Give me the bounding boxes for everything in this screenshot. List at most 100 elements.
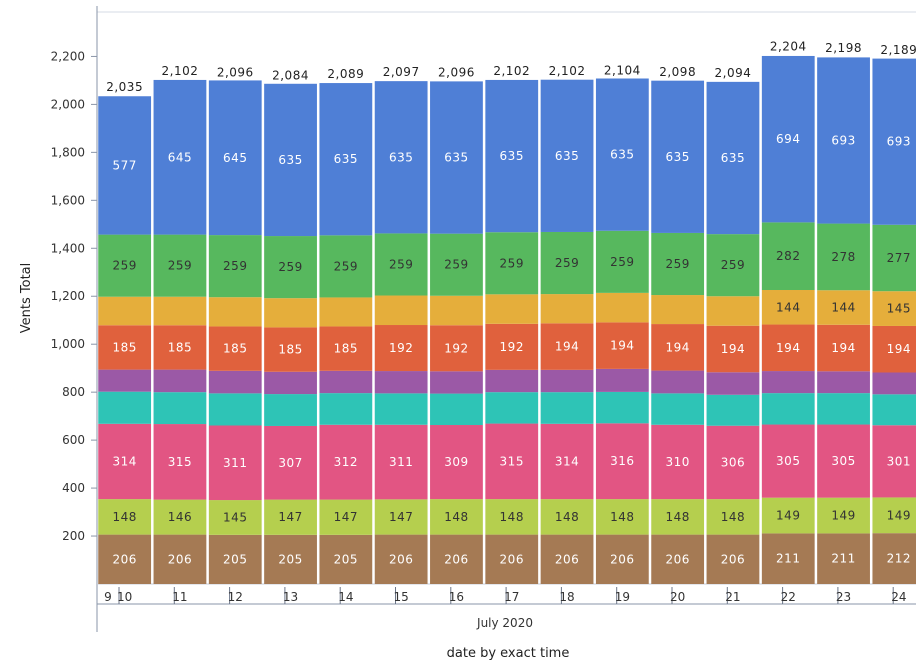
segment-value-label: 206 [665, 552, 689, 566]
bar-segment [761, 290, 815, 325]
segment-value-label: 212 [887, 552, 911, 566]
bar-segment [872, 533, 916, 584]
segment-value-label: 206 [444, 552, 468, 566]
bars-group: 206 148 314 185 259 577 206 146 315 185 259 645 205 1… [98, 55, 916, 584]
bar-segment [817, 57, 870, 224]
segment-value-label: 147 [389, 510, 413, 524]
bar-segment [264, 83, 317, 237]
segment-value-label: 185 [223, 342, 247, 356]
segment-value-label: 205 [278, 552, 302, 566]
segment-value-label: 635 [610, 148, 634, 162]
segment-value-label: 148 [721, 510, 745, 524]
bar-total-label: 2,102 [549, 64, 586, 78]
segment-value-label: 259 [223, 259, 247, 273]
segment-value-label: 185 [334, 342, 358, 356]
bar-segment [98, 499, 152, 535]
bar-segment [430, 371, 483, 394]
bar-segment [817, 223, 870, 291]
bar-segment [153, 369, 207, 393]
bar-segment [651, 393, 705, 425]
bar-segment [153, 534, 207, 584]
bar-segment [595, 499, 649, 535]
bar-segment [319, 424, 373, 500]
x-axis-month-label: July 2020 [476, 616, 533, 630]
bar-segment [872, 394, 916, 426]
segment-value-label: 192 [389, 341, 413, 355]
bar-segment [817, 393, 870, 425]
segment-value-label: 259 [278, 260, 302, 274]
segment-value-label: 145 [887, 302, 911, 316]
bar-segment [319, 235, 373, 298]
y-tick-label: 2,200 [51, 49, 85, 63]
bar-segment [98, 96, 152, 235]
bar-segment [319, 499, 373, 535]
bar-segment [264, 425, 317, 500]
segment-value-label: 635 [721, 151, 745, 165]
segment-value-label: 316 [610, 454, 634, 468]
segment-value-label: 194 [610, 339, 634, 353]
segment-value-label: 311 [389, 455, 413, 469]
bar-segment [319, 370, 373, 394]
bar-segment [208, 297, 262, 327]
bar-segment [761, 393, 815, 425]
bar-segment [651, 424, 705, 500]
bar-segment [706, 296, 760, 326]
segment-value-label: 206 [168, 552, 192, 566]
segment-value-label: 149 [776, 509, 800, 523]
bar-segment [540, 499, 594, 535]
y-tick-label: 1,000 [51, 337, 85, 351]
bar-segment [374, 325, 428, 372]
bar-column: 206 148 316 194 259 635 [595, 78, 649, 584]
y-axis-title: Vents Total [19, 263, 34, 333]
bar-segment [485, 294, 539, 324]
bar-segment [208, 80, 262, 236]
segment-value-label: 206 [112, 552, 136, 566]
x-tick-label: 15 [394, 590, 409, 604]
x-tick-label: 11 [172, 590, 187, 604]
bar-segment [540, 294, 594, 324]
bar-segment [374, 371, 428, 394]
segment-value-label: 194 [887, 342, 911, 356]
bar-segment [153, 392, 207, 425]
segment-value-label: 206 [389, 552, 413, 566]
segment-value-label: 149 [831, 509, 855, 523]
bar-segment [540, 231, 594, 295]
bar-segment [319, 393, 373, 425]
segment-value-label: 206 [610, 552, 634, 566]
bar-segment [761, 533, 815, 584]
x-tick-label: 16 [449, 590, 464, 604]
bar-column: 206 148 315 192 259 635 [485, 79, 539, 584]
bar-segment [98, 369, 152, 392]
segment-value-label: 211 [776, 552, 800, 566]
bar-segment [208, 534, 262, 584]
bar-segment [595, 322, 649, 369]
segment-value-label: 211 [831, 552, 855, 566]
bar-segment [540, 392, 594, 424]
bar-segment [706, 234, 760, 297]
segment-value-label: 693 [831, 133, 855, 147]
y-tick-label: 600 [62, 433, 85, 447]
bar-segment [540, 369, 594, 393]
segment-value-label: 311 [223, 456, 247, 470]
bar-segment [153, 234, 207, 297]
bar-segment [208, 235, 262, 298]
bar-column: 206 147 311 192 259 635 [374, 81, 428, 584]
segment-value-label: 206 [721, 552, 745, 566]
bar-segment [264, 394, 317, 426]
y-tick-label: 1,200 [51, 289, 85, 303]
segment-value-label: 301 [887, 454, 911, 468]
segment-value-label: 310 [665, 455, 689, 469]
bar-column: 205 145 311 185 259 645 [208, 80, 262, 584]
segment-value-label: 149 [887, 508, 911, 522]
bar-segment [761, 324, 815, 372]
x-tick-label: 20 [670, 590, 685, 604]
bar-segment [761, 424, 815, 498]
bar-segment [817, 371, 870, 394]
segment-value-label: 194 [776, 341, 800, 355]
segment-value-label: 205 [334, 552, 358, 566]
segment-value-label: 645 [223, 151, 247, 165]
bar-segment [485, 499, 539, 535]
x-tick-label: 24 [891, 590, 906, 604]
bar-total-label: 2,098 [659, 65, 696, 79]
